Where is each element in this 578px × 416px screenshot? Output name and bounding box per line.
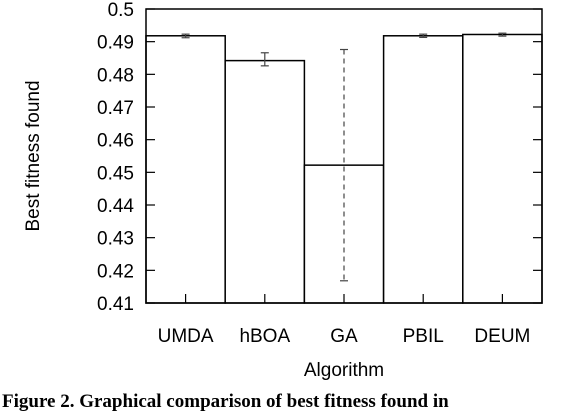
bar <box>462 33 543 304</box>
x-tick-label: DEUM <box>474 326 530 347</box>
bar <box>224 59 306 304</box>
x-tick-label: UMDA <box>158 326 214 347</box>
y-tick-label: 0.48 <box>97 65 134 86</box>
y-tick-label: 0.41 <box>97 294 134 315</box>
x-tick-label: PBIL <box>403 326 444 347</box>
figure-caption: Figure 2. Graphical comparison of best f… <box>2 391 449 412</box>
y-axis-ticks: 0.41 0.42 0.43 0.44 0.45 0.46 0.47 0.48 0.49 0.5 <box>97 0 542 315</box>
y-tick-label: 0.42 <box>97 261 134 282</box>
y-tick-label: 0.45 <box>97 163 134 184</box>
y-tick-label: 0.44 <box>97 196 134 217</box>
bar <box>382 35 464 304</box>
bar <box>145 35 226 304</box>
y-tick-label: 0.47 <box>97 98 134 119</box>
x-axis-ticks: UMDA hBOA GA PBIL DEUM <box>158 294 530 347</box>
y-tick-label: 0.49 <box>97 33 134 54</box>
x-tick-label: hBOA <box>239 326 290 347</box>
bar-chart: 0.410.420.430.440.450.460.470.480.490.5 … <box>23 0 543 381</box>
y-axis-title: Best fitness found <box>23 80 44 231</box>
x-tick-label: GA <box>330 326 358 347</box>
y-tick-label: 0.43 <box>97 229 134 250</box>
x-axis-title: Algorithm <box>304 360 384 381</box>
y-tick-label: 0.5 <box>108 0 134 21</box>
y-tick-label: 0.46 <box>97 131 134 152</box>
error-bars-group <box>181 32 507 282</box>
